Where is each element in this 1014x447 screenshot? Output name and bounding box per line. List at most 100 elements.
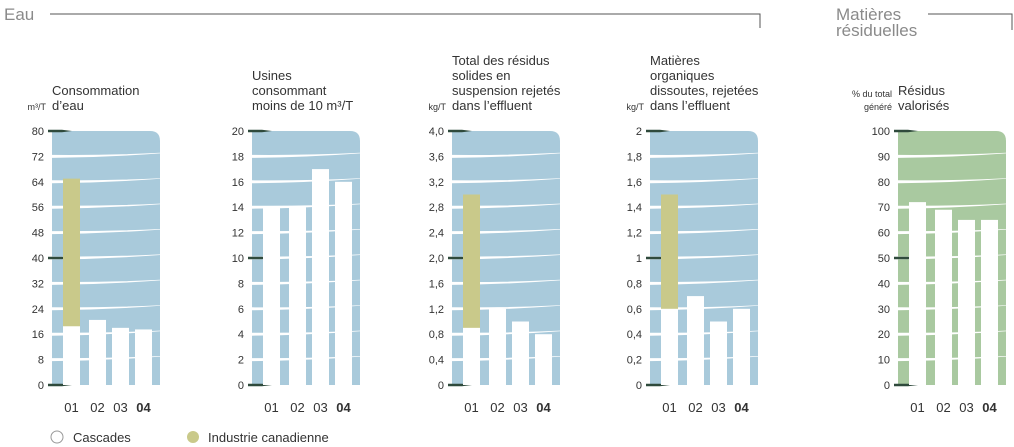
y-tick-label: 0,8 xyxy=(627,278,642,290)
y-tick-label: 6 xyxy=(238,304,244,316)
x-tick-label: 03 xyxy=(513,400,527,415)
y-tick-label: 32 xyxy=(32,278,44,290)
grid-line xyxy=(252,178,360,184)
y-tick-label: 70 xyxy=(878,202,890,214)
grid-line xyxy=(452,152,560,158)
y-tick-label: 16 xyxy=(232,177,244,189)
section-title: Eau xyxy=(4,5,34,24)
x-tick-label: 02 xyxy=(688,400,702,415)
tick-mark xyxy=(894,129,918,133)
grid-line xyxy=(898,152,1006,158)
x-tick-label: 04 xyxy=(336,400,351,415)
grid-line xyxy=(52,152,160,158)
x-tick-label: 02 xyxy=(90,400,104,415)
x-tick-label: 04 xyxy=(136,400,151,415)
y-tick-label: 0,4 xyxy=(627,329,642,341)
tick-mark xyxy=(48,129,72,133)
chart-title: dissoutes, rejetées xyxy=(650,83,759,98)
bar xyxy=(733,308,750,385)
x-tick-label: 03 xyxy=(711,400,725,415)
y-tick-label: 2,8 xyxy=(429,202,444,214)
y-tick-label: 20 xyxy=(232,126,244,138)
x-tick-label: 02 xyxy=(936,400,950,415)
y-tick-label: 18 xyxy=(232,151,244,163)
y-tick-label: 48 xyxy=(32,228,44,240)
x-tick-label: 01 xyxy=(264,400,278,415)
legend-label: Industrie canadienne xyxy=(208,430,329,445)
bar xyxy=(981,219,998,385)
x-tick-label: 04 xyxy=(536,400,551,415)
chart-title: Consommation xyxy=(52,83,139,98)
unit-label: % du total xyxy=(852,89,892,99)
y-tick-label: 2 xyxy=(238,355,244,367)
bar xyxy=(89,319,106,385)
section-bracket xyxy=(928,13,1013,30)
y-tick-label: 4,0 xyxy=(429,126,444,138)
chart-title: Usines xyxy=(252,68,292,83)
x-tick-label: 04 xyxy=(734,400,749,415)
bar xyxy=(710,321,727,385)
x-tick-label: 01 xyxy=(64,400,78,415)
tick-mark xyxy=(248,129,272,133)
y-tick-label: 24 xyxy=(32,304,44,316)
y-tick-label: 1,6 xyxy=(429,278,444,290)
x-tick-label: 01 xyxy=(464,400,478,415)
y-tick-label: 0 xyxy=(884,380,890,392)
bar xyxy=(512,321,529,385)
bar xyxy=(63,326,80,385)
y-tick-label: 64 xyxy=(32,177,44,189)
bar xyxy=(335,181,352,385)
chart-title: moins de 10 m³/T xyxy=(252,98,353,113)
bar xyxy=(535,334,552,385)
legend-swatch xyxy=(50,430,64,444)
unit-label: kg/T xyxy=(626,102,644,112)
y-tick-label: 4 xyxy=(238,329,244,341)
bar xyxy=(661,308,678,385)
unit-label: généré xyxy=(864,102,892,112)
grid-line xyxy=(252,152,360,158)
x-tick-label: 04 xyxy=(982,400,997,415)
y-tick-label: 72 xyxy=(32,151,44,163)
y-tick-label: 0,4 xyxy=(429,355,444,367)
y-tick-label: 3,2 xyxy=(429,177,444,189)
section-bracket xyxy=(50,13,761,28)
x-tick-label: 02 xyxy=(490,400,504,415)
chart-title: Résidus xyxy=(898,83,945,98)
y-tick-label: 10 xyxy=(878,355,890,367)
section-title: résiduelles xyxy=(836,21,917,40)
y-tick-label: 0,8 xyxy=(429,329,444,341)
y-tick-label: 16 xyxy=(32,329,44,341)
bar xyxy=(489,308,506,385)
bar xyxy=(935,209,952,385)
chart-title: suspension rejetés xyxy=(452,83,561,98)
y-tick-label: 0 xyxy=(438,380,444,392)
y-tick-label: 3,6 xyxy=(429,151,444,163)
y-tick-label: 2,0 xyxy=(429,253,444,265)
y-tick-label: 30 xyxy=(878,304,890,316)
y-tick-label: 0 xyxy=(238,380,244,392)
unit-label: kg/T xyxy=(428,102,446,112)
bar xyxy=(135,329,152,385)
y-tick-label: 2,4 xyxy=(429,228,444,240)
bar xyxy=(112,327,129,385)
section-title: Matières xyxy=(836,5,901,24)
y-tick-label: 40 xyxy=(878,278,890,290)
y-tick-label: 20 xyxy=(878,329,890,341)
bar xyxy=(958,219,975,385)
x-tick-label: 03 xyxy=(313,400,327,415)
legend-swatch xyxy=(187,431,199,443)
x-tick-label: 02 xyxy=(290,400,304,415)
chart-title: organiques xyxy=(650,68,715,83)
y-tick-label: 1 xyxy=(636,253,642,265)
y-tick-label: 80 xyxy=(32,126,44,138)
x-tick-label: 03 xyxy=(113,400,127,415)
y-tick-label: 56 xyxy=(32,202,44,214)
chart-title: d’eau xyxy=(52,98,84,113)
y-tick-label: 0 xyxy=(38,380,44,392)
y-tick-label: 1,2 xyxy=(429,304,444,316)
grid-line xyxy=(650,178,758,184)
bar xyxy=(263,207,280,385)
bar xyxy=(909,202,926,385)
legend-label: Cascades xyxy=(73,430,131,445)
